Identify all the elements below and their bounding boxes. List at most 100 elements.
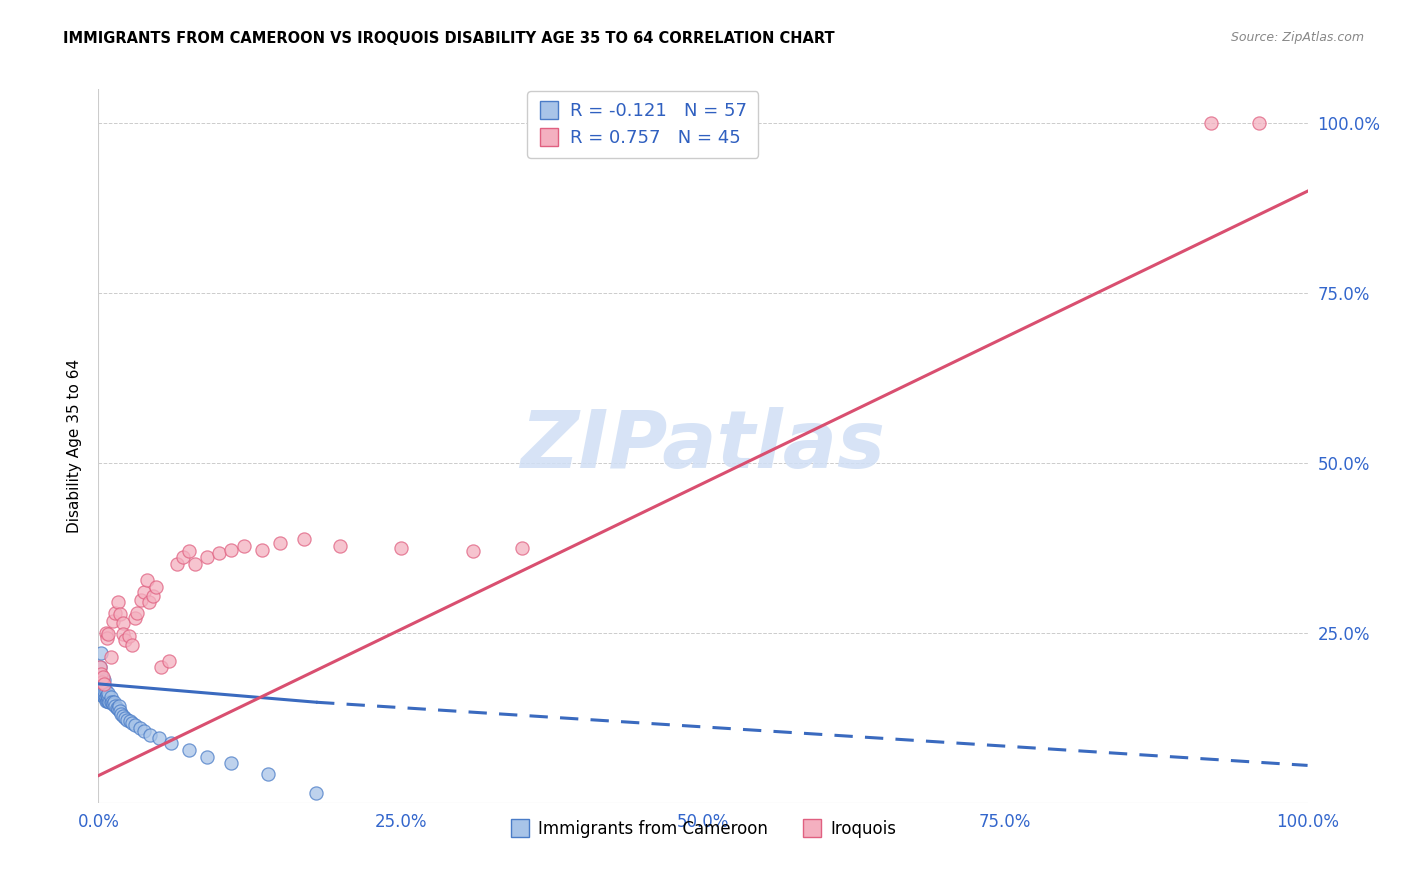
Point — [97, 627, 120, 641]
Point — [118, 629, 141, 643]
Point — [232, 539, 254, 553]
Point — [91, 670, 114, 684]
Point — [89, 680, 111, 694]
Point — [89, 660, 111, 674]
Point — [91, 681, 114, 696]
Point — [93, 687, 115, 701]
Point — [91, 674, 114, 689]
Point — [114, 711, 136, 725]
Point — [90, 677, 112, 691]
Point — [148, 731, 170, 746]
Point — [157, 655, 180, 669]
Point — [139, 728, 162, 742]
Point — [90, 687, 112, 701]
Point — [292, 532, 315, 546]
Point — [94, 690, 117, 705]
Point — [208, 546, 231, 560]
Point — [221, 543, 243, 558]
Point — [121, 638, 143, 652]
Point — [118, 714, 141, 729]
Point — [166, 557, 188, 571]
Point — [91, 686, 114, 700]
Point — [124, 611, 146, 625]
Point — [97, 694, 120, 708]
Point — [93, 673, 115, 688]
Point — [101, 614, 124, 628]
Point — [97, 690, 120, 705]
Point — [124, 717, 146, 731]
Point — [91, 689, 114, 703]
Point — [96, 632, 118, 646]
Point — [89, 683, 111, 698]
Point — [93, 683, 115, 698]
Point — [195, 549, 218, 564]
Point — [195, 749, 218, 764]
Point — [93, 690, 115, 705]
Point — [89, 660, 111, 674]
Point — [97, 686, 120, 700]
Point — [138, 595, 160, 609]
Point — [108, 607, 131, 621]
Point — [179, 544, 201, 558]
Point — [104, 699, 127, 714]
Point — [108, 704, 131, 718]
Point — [221, 756, 243, 771]
Point — [91, 680, 114, 694]
Point — [111, 708, 134, 723]
Point — [179, 743, 201, 757]
Point — [104, 606, 127, 620]
Point — [121, 715, 143, 730]
Point — [93, 677, 115, 691]
Point — [111, 615, 134, 630]
Point — [100, 690, 122, 705]
Point — [150, 660, 173, 674]
Point — [135, 573, 157, 587]
Point — [250, 543, 273, 558]
Point — [90, 646, 112, 660]
Point — [127, 606, 149, 620]
Point — [100, 695, 122, 709]
Point — [110, 707, 132, 722]
Point — [105, 700, 128, 714]
Point — [96, 689, 118, 703]
Text: IMMIGRANTS FROM CAMEROON VS IROQUOIS DISABILITY AGE 35 TO 64 CORRELATION CHART: IMMIGRANTS FROM CAMEROON VS IROQUOIS DIS… — [63, 31, 835, 46]
Point — [134, 585, 156, 599]
Point — [91, 686, 114, 700]
Point — [107, 702, 129, 716]
Point — [134, 724, 156, 739]
Point — [145, 580, 167, 594]
Point — [98, 695, 121, 709]
Y-axis label: Disability Age 35 to 64: Disability Age 35 to 64 — [66, 359, 82, 533]
Point — [100, 695, 122, 709]
Point — [114, 632, 136, 647]
Point — [91, 677, 114, 691]
Point — [184, 557, 207, 571]
Text: Source: ZipAtlas.com: Source: ZipAtlas.com — [1230, 31, 1364, 45]
Point — [96, 694, 118, 708]
Point — [108, 699, 131, 714]
Point — [1199, 116, 1222, 130]
Point — [90, 666, 112, 681]
Point — [89, 687, 111, 701]
Point — [100, 649, 122, 664]
Point — [329, 539, 352, 553]
Point — [94, 683, 117, 698]
Point — [129, 593, 152, 607]
Point — [1249, 116, 1271, 130]
Point — [94, 694, 117, 708]
Point — [87, 683, 110, 698]
Point — [142, 589, 165, 603]
Point — [269, 536, 291, 550]
Point — [101, 698, 124, 712]
Point — [91, 689, 114, 703]
Point — [94, 626, 117, 640]
Point — [111, 627, 134, 641]
Text: ZIPatlas: ZIPatlas — [520, 407, 886, 485]
Point — [256, 767, 278, 781]
Legend: Immigrants from Cameroon, Iroquois: Immigrants from Cameroon, Iroquois — [503, 814, 903, 845]
Point — [463, 544, 485, 558]
Point — [117, 713, 139, 727]
Point — [305, 786, 328, 800]
Point — [87, 677, 110, 691]
Point — [90, 681, 112, 696]
